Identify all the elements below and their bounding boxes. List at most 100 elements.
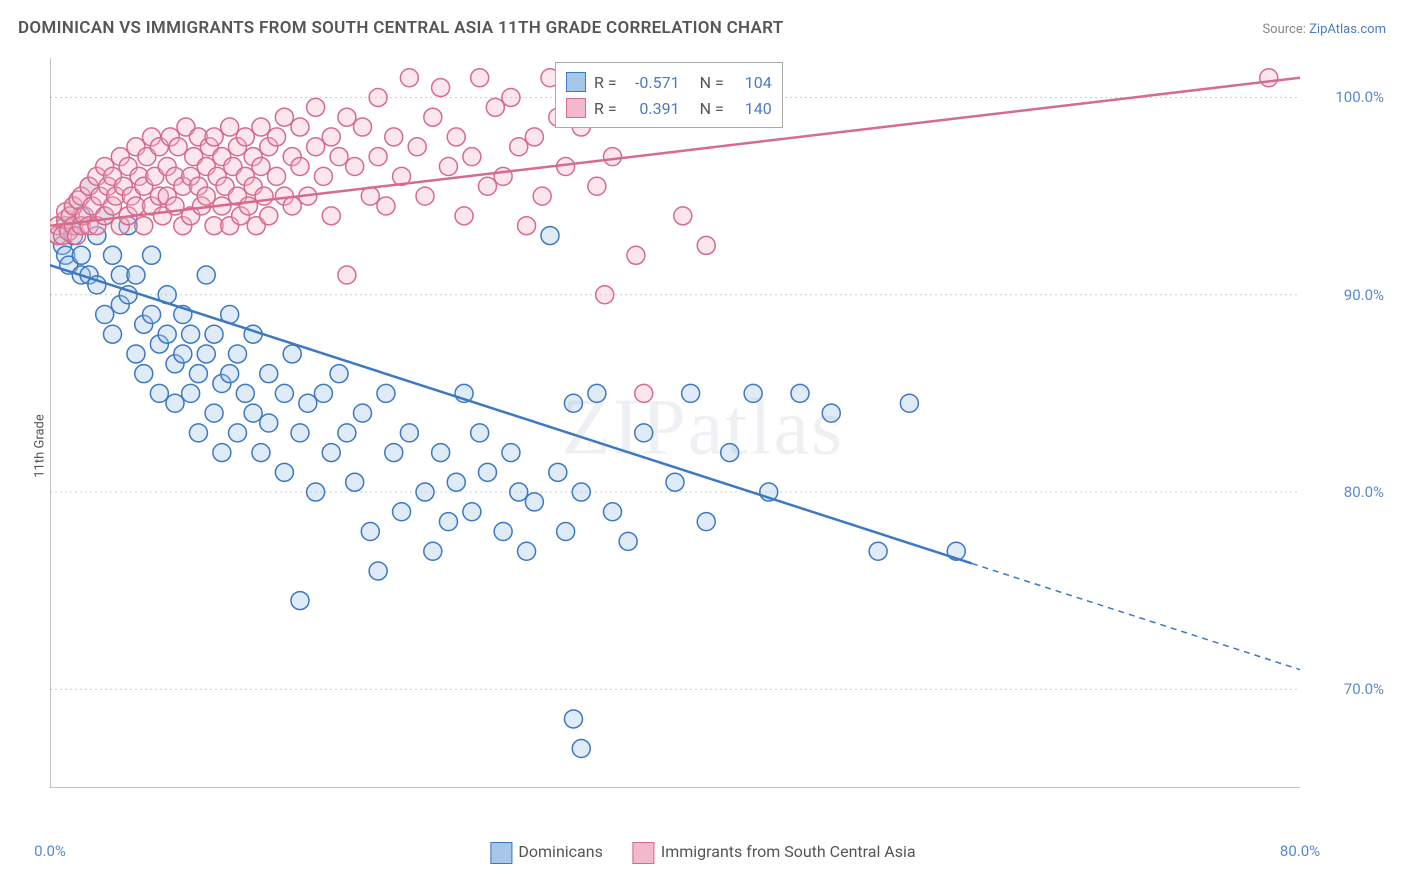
- scatter-point: [338, 108, 356, 126]
- scatter-point: [283, 197, 301, 215]
- chart-plot-area: [50, 58, 1300, 788]
- scatter-point: [564, 394, 582, 412]
- scatter-point: [424, 108, 442, 126]
- scatter-point: [463, 148, 481, 166]
- scatter-point: [369, 88, 387, 106]
- scatter-point: [197, 187, 215, 205]
- scatter-point: [564, 710, 582, 728]
- scatter-point: [463, 503, 481, 521]
- y-axis-label: 11th Grade: [32, 414, 47, 478]
- scatter-point: [361, 523, 379, 541]
- scatter-point: [72, 246, 90, 264]
- scatter-point: [338, 266, 356, 284]
- scatter-point: [432, 444, 450, 462]
- scatter-point: [330, 365, 348, 383]
- scatter-point: [596, 286, 614, 304]
- scatter-point: [518, 217, 536, 235]
- scatter-point: [291, 424, 309, 442]
- scatter-point: [400, 69, 418, 87]
- scatter-point: [104, 325, 122, 343]
- source-link[interactable]: ZipAtlas.com: [1309, 22, 1386, 37]
- scatter-point: [455, 207, 473, 225]
- scatter-point: [291, 592, 309, 610]
- scatter-point: [518, 542, 536, 560]
- legend-n-value: 104: [732, 73, 772, 92]
- scatter-point: [275, 463, 293, 481]
- scatter-point: [510, 138, 528, 156]
- scatter-point: [197, 345, 215, 363]
- scatter-point: [346, 473, 364, 491]
- stats-legend-row: R =0.391N =140: [566, 95, 772, 121]
- scatter-point: [619, 532, 637, 550]
- scatter-point: [604, 148, 622, 166]
- scatter-point: [1260, 69, 1278, 87]
- scatter-point: [197, 266, 215, 284]
- legend-swatch: [566, 98, 586, 118]
- legend-n-value: 140: [732, 99, 772, 118]
- scatter-point: [666, 473, 684, 491]
- legend-n-label: N =: [700, 73, 724, 92]
- legend-swatch: [566, 72, 586, 92]
- scatter-point: [268, 167, 286, 185]
- scatter-point: [635, 424, 653, 442]
- scatter-point: [674, 207, 692, 225]
- scatter-point: [416, 187, 434, 205]
- scatter-point: [158, 325, 176, 343]
- scatter-point: [697, 236, 715, 254]
- scatter-point: [221, 118, 239, 136]
- scatter-point: [588, 177, 606, 195]
- scatter-point: [408, 138, 426, 156]
- scatter-point: [697, 513, 715, 531]
- scatter-point: [255, 187, 273, 205]
- legend-r-label: R =: [594, 73, 617, 92]
- scatter-point: [322, 128, 340, 146]
- chart-title: DOMINICAN VS IMMIGRANTS FROM SOUTH CENTR…: [18, 18, 784, 38]
- source-label: Source:: [1262, 22, 1305, 37]
- scatter-point: [174, 345, 192, 363]
- scatter-point: [189, 424, 207, 442]
- x-tick-label: 80.0%: [1280, 842, 1320, 860]
- scatter-point: [439, 158, 457, 176]
- scatter-point: [479, 463, 497, 481]
- scatter-point: [314, 167, 332, 185]
- legend-r-value: 0.391: [625, 99, 680, 118]
- scatter-point: [252, 444, 270, 462]
- stats-legend-row: R = -0.571 N = 104: [566, 69, 772, 95]
- scatter-point: [354, 118, 372, 136]
- scatter-point: [205, 128, 223, 146]
- scatter-point: [447, 473, 465, 491]
- scatter-point: [541, 227, 559, 245]
- scatter-point: [169, 138, 187, 156]
- scatter-point: [291, 118, 309, 136]
- scatter-point: [744, 384, 762, 402]
- scatter-point: [354, 404, 372, 422]
- scatter-point: [205, 404, 223, 422]
- scatter-point: [432, 79, 450, 97]
- scatter-point: [96, 305, 114, 323]
- y-tick-label: 100.0%: [1335, 88, 1384, 106]
- scatter-point: [471, 424, 489, 442]
- scatter-point: [307, 98, 325, 116]
- bottom-legend-item: Dominicans: [490, 842, 602, 864]
- scatter-point: [502, 88, 520, 106]
- scatter-point: [682, 384, 700, 402]
- scatter-point: [239, 197, 257, 215]
- scatter-point: [260, 414, 278, 432]
- scatter-point: [299, 394, 317, 412]
- scatter-point: [604, 503, 622, 521]
- y-tick-label: 70.0%: [1344, 680, 1384, 698]
- scatter-point: [143, 305, 161, 323]
- scatter-point: [385, 128, 403, 146]
- scatter-point: [330, 148, 348, 166]
- legend-r-value: -0.571: [625, 73, 680, 92]
- scatter-point: [369, 562, 387, 580]
- scatter-point: [127, 345, 145, 363]
- bottom-legend-label: Immigrants from South Central Asia: [661, 842, 916, 861]
- scatter-point: [236, 384, 254, 402]
- scatter-point: [291, 158, 309, 176]
- scatter-point: [213, 444, 231, 462]
- scatter-point: [268, 128, 286, 146]
- scatter-point: [869, 542, 887, 560]
- scatter-point: [533, 187, 551, 205]
- scatter-point: [525, 128, 543, 146]
